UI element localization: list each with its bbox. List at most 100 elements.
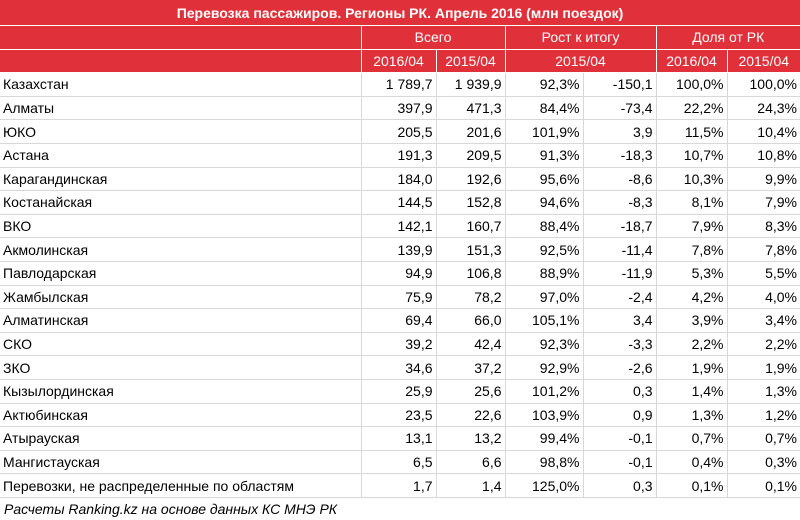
share-2015-cell: 5,5% [727, 261, 800, 286]
region-name: Атырауская [0, 426, 362, 451]
total-2015-cell: 160,7 [436, 214, 506, 239]
growth-absolute-cell: -2,4 [583, 285, 657, 310]
total-2015-cell: 78,2 [436, 285, 506, 310]
growth-percent-cell: 95,6% [505, 167, 584, 192]
growth-percent-cell: 101,9% [505, 119, 584, 144]
total-2016-cell: 13,1 [361, 426, 437, 451]
share-2016-cell: 2,2% [656, 332, 728, 357]
total-2015-cell: 25,6 [436, 379, 506, 404]
header-total-2016: 2016/04 [360, 49, 436, 74]
share-2015-cell: 3,4% [727, 308, 800, 333]
share-2015-cell: 9,9% [727, 167, 800, 192]
total-2015-cell: 42,4 [436, 332, 506, 357]
total-2015-cell: 106,8 [436, 261, 506, 286]
share-2015-cell: 0,7% [727, 426, 800, 451]
region-name: Перевозки, не распределенные по областям [0, 473, 362, 498]
table-row: Акмолинская 139,9 151,3 92,5% -11,4 7,8% 7,8% [0, 237, 800, 262]
total-2016-cell: 1 789,7 [361, 72, 437, 97]
growth-absolute-cell: -11,4 [583, 237, 657, 262]
region-name: Жамбылская [0, 285, 362, 310]
total-2016-cell: 144,5 [361, 190, 437, 215]
share-2016-cell: 0,4% [656, 450, 728, 475]
region-name: Мангистауская [0, 450, 362, 475]
total-2015-cell: 6,6 [436, 450, 506, 475]
total-2015-cell: 13,2 [436, 426, 506, 451]
table-row: ЮКО 205,5 201,6 101,9% 3,9 11,5% 10,4% [0, 119, 800, 144]
growth-percent-cell: 92,5% [505, 237, 584, 262]
region-name: Алматы [0, 96, 362, 121]
growth-absolute-cell: -73,4 [583, 96, 657, 121]
group-header-row: Всего Рост к итогу Доля от РК [0, 25, 800, 50]
share-2016-cell: 0,1% [656, 473, 728, 498]
share-2015-cell: 24,3% [727, 96, 800, 121]
table-row: Алматинская 69,4 66,0 105,1% 3,4 3,9% 3,4% [0, 308, 800, 333]
share-2016-cell: 10,7% [656, 143, 728, 168]
growth-percent-cell: 97,0% [505, 285, 584, 310]
growth-absolute-cell: 0,3 [583, 379, 657, 404]
header-share-2016: 2016/04 [655, 49, 727, 74]
growth-absolute-cell: -18,7 [583, 214, 657, 239]
share-2015-cell: 7,8% [727, 237, 800, 262]
growth-percent-cell: 101,2% [505, 379, 584, 404]
title-row: Перевозка пассажиров. Регионы РК. Апрель… [0, 0, 800, 26]
growth-absolute-cell: -150,1 [583, 72, 657, 97]
share-2015-cell: 100,0% [727, 72, 800, 97]
total-2015-cell: 152,8 [436, 190, 506, 215]
share-2015-cell: 1,2% [727, 403, 800, 428]
share-2016-cell: 11,5% [656, 119, 728, 144]
table-row: ВКО 142,1 160,7 88,4% -18,7 7,9% 8,3% [0, 214, 800, 239]
region-name: Карагандинская [0, 167, 362, 192]
region-name: Кызылординская [0, 379, 362, 404]
table-row: Мангистауская 6,5 6,6 98,8% -0,1 0,4% 0,3% [0, 450, 800, 475]
growth-absolute-cell: -8,6 [583, 167, 657, 192]
total-2016-cell: 69,4 [361, 308, 437, 333]
total-2016-cell: 94,9 [361, 261, 437, 286]
growth-percent-cell: 88,9% [505, 261, 584, 286]
growth-absolute-cell: 0,9 [583, 403, 657, 428]
total-2016-cell: 39,2 [361, 332, 437, 357]
region-name: СКО [0, 332, 362, 357]
header-share: Доля от РК [655, 25, 800, 50]
table-title: Перевозка пассажиров. Регионы РК. Апрель… [0, 0, 800, 26]
growth-percent-cell: 98,8% [505, 450, 584, 475]
header-blank-cell-2 [0, 49, 361, 74]
growth-percent-cell: 103,9% [505, 403, 584, 428]
total-2015-cell: 1 939,9 [436, 72, 506, 97]
share-2015-cell: 1,3% [727, 379, 800, 404]
share-2015-cell: 8,3% [727, 214, 800, 239]
header-total-2015: 2015/04 [435, 49, 505, 74]
growth-absolute-cell: -0,1 [583, 450, 657, 475]
sub-header-row: 2016/04 2015/04 2015/04 2016/04 2015/04 [0, 49, 800, 74]
total-2015-cell: 471,3 [436, 96, 506, 121]
share-2016-cell: 7,8% [656, 237, 728, 262]
total-2015-cell: 192,6 [436, 167, 506, 192]
table-row: Алматы 397,9 471,3 84,4% -73,4 22,2% 24,3% [0, 96, 800, 121]
growth-percent-cell: 84,4% [505, 96, 584, 121]
growth-absolute-cell: 3,4 [583, 308, 657, 333]
table-row: СКО 39,2 42,4 92,3% -3,3 2,2% 2,2% [0, 332, 800, 357]
table-row: Казахстан 1 789,7 1 939,9 92,3% -150,1 100,0%… [0, 72, 800, 97]
share-2016-cell: 5,3% [656, 261, 728, 286]
total-2015-cell: 37,2 [436, 355, 506, 380]
region-name: Казахстан [0, 72, 362, 97]
share-2015-cell: 0,1% [727, 473, 800, 498]
growth-absolute-cell: -11,9 [583, 261, 657, 286]
growth-absolute-cell: -2,6 [583, 355, 657, 380]
growth-absolute-cell: -0,1 [583, 426, 657, 451]
share-2016-cell: 10,3% [656, 167, 728, 192]
share-2015-cell: 0,3% [727, 450, 800, 475]
share-2015-cell: 7,9% [727, 190, 800, 215]
table-row: Жамбылская 75,9 78,2 97,0% -2,4 4,2% 4,0% [0, 285, 800, 310]
header-total: Всего [360, 25, 505, 50]
table-row: ЗКО 34,6 37,2 92,9% -2,6 1,9% 1,9% [0, 355, 800, 380]
share-2016-cell: 4,2% [656, 285, 728, 310]
share-2016-cell: 7,9% [656, 214, 728, 239]
table-body: Казахстан 1 789,7 1 939,9 92,3% -150,1 100,0%… [0, 72, 800, 498]
table-row: Астана 191,3 209,5 91,3% -18,3 10,7% 10,8% [0, 143, 800, 168]
growth-percent-cell: 88,4% [505, 214, 584, 239]
total-2015-cell: 201,6 [436, 119, 506, 144]
growth-absolute-cell: -8,3 [583, 190, 657, 215]
table-row: Карагандинская 184,0 192,6 95,6% -8,6 10,3% 9,… [0, 167, 800, 192]
